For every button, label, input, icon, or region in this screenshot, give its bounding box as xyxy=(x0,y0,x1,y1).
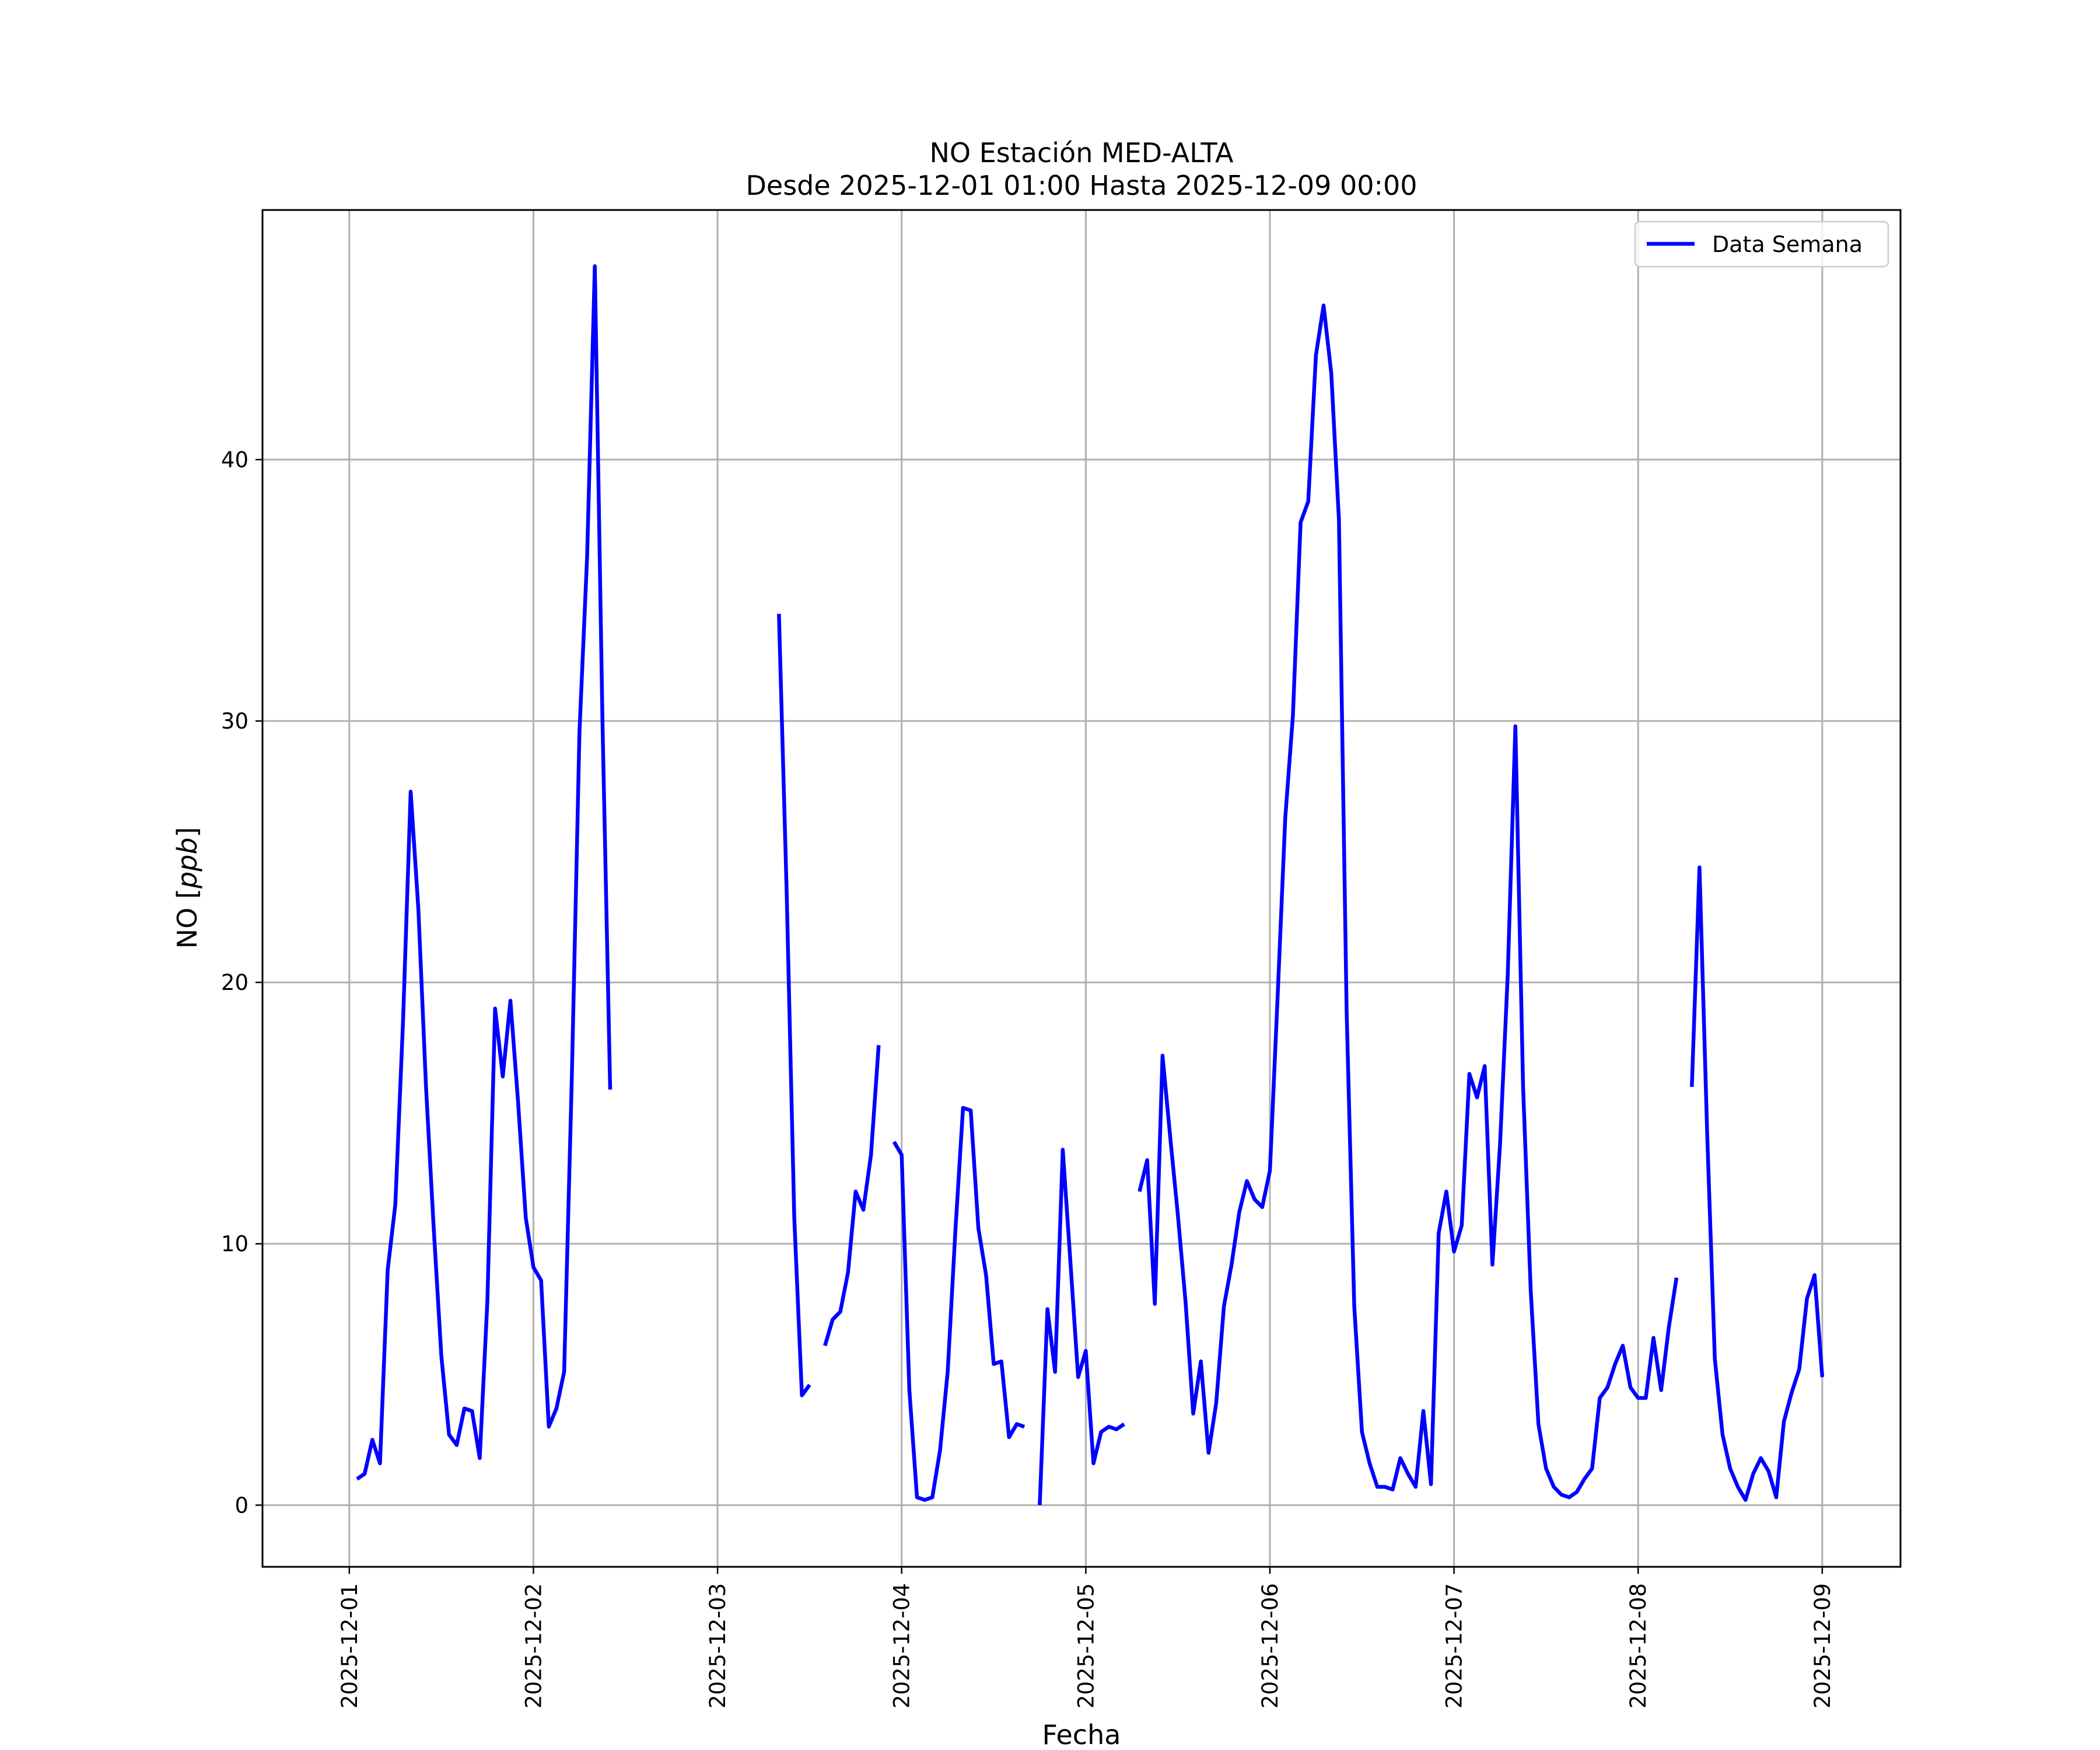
chart-subtitle: Desde 2025-12-01 01:00 Hasta 2025-12-09 … xyxy=(746,170,1417,201)
grid xyxy=(262,210,1901,1567)
y-axis-label-main: NO xyxy=(172,899,203,949)
x-tick-label: 2025-12-07 xyxy=(1442,1583,1467,1709)
plot-area xyxy=(261,209,1902,1568)
x-tick-label: 2025-12-02 xyxy=(521,1583,546,1709)
x-axis-ticks: 2025-12-01 2025-12-02 2025-12-03 2025-12-04… xyxy=(337,1567,1835,1709)
y-axis-label-unit: ppb xyxy=(172,838,203,890)
y-tick-label: 10 xyxy=(221,1231,249,1256)
x-tick-label: 2025-12-09 xyxy=(1810,1583,1835,1709)
x-tick-label: 2025-12-03 xyxy=(705,1583,730,1709)
legend-label-data-semana: Data Semana xyxy=(1712,232,1863,257)
series-line-segment xyxy=(1138,303,1679,1500)
y-tick-label: 40 xyxy=(221,447,249,473)
chart-title: NO Estación MED-ALTA xyxy=(929,137,1234,169)
series-data-semana xyxy=(356,264,1825,1506)
series-line-segment xyxy=(356,264,612,1481)
series-line-segment xyxy=(1038,1147,1125,1506)
y-tick-label: 20 xyxy=(221,970,249,995)
y-axis-ticks: 0 10 20 30 40 xyxy=(221,447,262,1518)
x-tick-label: 2025-12-05 xyxy=(1073,1583,1098,1709)
y-tick-label: 30 xyxy=(221,709,249,734)
series-line-segment xyxy=(823,1045,881,1346)
x-tick-label: 2025-12-08 xyxy=(1626,1583,1651,1709)
series-line-segment xyxy=(777,614,811,1398)
y-axis-label-close: ] xyxy=(172,827,203,838)
series-line-segment xyxy=(1690,865,1825,1502)
x-tick-label: 2025-12-04 xyxy=(890,1583,915,1709)
y-axis-label: NO [ppb] xyxy=(172,827,203,949)
x-tick-label: 2025-12-06 xyxy=(1258,1583,1283,1709)
x-tick-label: 2025-12-01 xyxy=(337,1583,362,1709)
x-axis-label: Fecha xyxy=(1042,1719,1121,1750)
series-line-segment xyxy=(892,1105,1026,1502)
y-tick-label: 0 xyxy=(235,1493,249,1518)
legend-box xyxy=(1634,220,1889,268)
legend: Data Semana xyxy=(1634,220,1889,268)
y-axis-label-open: [ xyxy=(172,888,203,899)
